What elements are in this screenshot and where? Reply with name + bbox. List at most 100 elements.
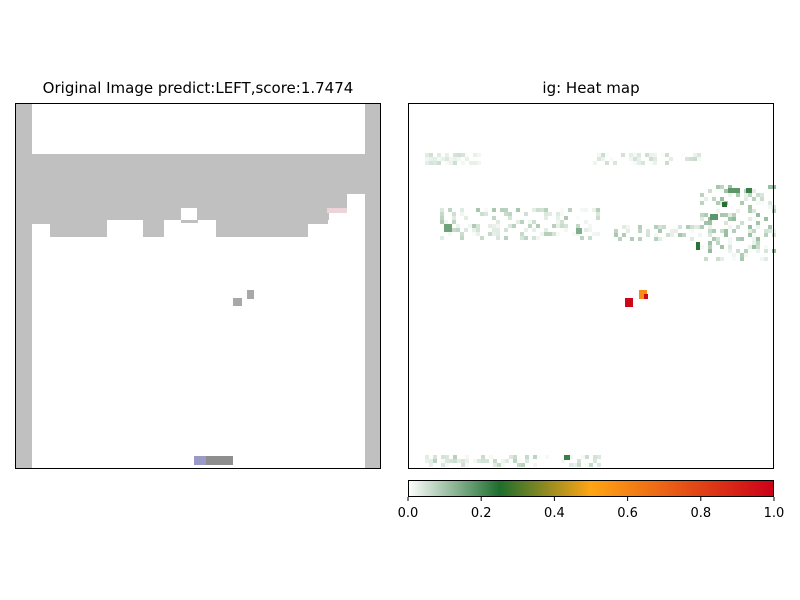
heat-cell — [524, 228, 528, 232]
heat-cell — [569, 455, 573, 459]
heat-cell — [492, 232, 496, 236]
heat-cell — [445, 463, 449, 467]
heat-cell — [445, 459, 449, 463]
heat-cell — [614, 229, 618, 233]
heat-cell — [645, 153, 649, 157]
heat-cell — [638, 229, 642, 233]
heat-cell — [449, 161, 453, 165]
heat-cell — [728, 237, 732, 241]
heat-cell — [505, 459, 509, 463]
heat-cell — [473, 153, 477, 157]
heat-cell — [448, 232, 452, 236]
heat-cell — [577, 463, 581, 467]
heat-cell — [452, 228, 456, 232]
heat-cell — [492, 228, 496, 232]
heat-cell — [674, 229, 678, 233]
heat-cell — [580, 236, 584, 240]
heat-cell — [744, 193, 748, 197]
heat-cell — [452, 216, 456, 220]
heat-cell — [476, 224, 480, 228]
heat-cell — [429, 153, 433, 157]
heat-cell — [748, 233, 752, 237]
heat-cell — [654, 233, 658, 237]
heat-cell — [756, 233, 760, 237]
heat-cell — [732, 229, 736, 233]
heat-cell — [457, 153, 461, 157]
heat-cell — [618, 237, 622, 241]
heat-cell — [768, 225, 772, 229]
heat-cell — [429, 157, 433, 161]
heat-cell — [461, 153, 465, 157]
heat-cell — [580, 208, 584, 212]
heat-cell — [556, 220, 560, 224]
left-wall — [16, 104, 32, 468]
heat-cell — [429, 463, 433, 467]
heat-cell — [504, 208, 508, 212]
heat-cell — [429, 459, 433, 463]
heat-cell — [704, 257, 708, 261]
heat-cell — [630, 237, 634, 241]
heat-cell — [768, 205, 772, 209]
heat-cell — [670, 233, 674, 237]
heat-cell — [760, 257, 764, 261]
heat-cell — [577, 459, 581, 463]
colorbar-tick-label-0: 0.0 — [398, 506, 419, 521]
heat-cell — [488, 224, 492, 228]
heat-cell — [665, 153, 669, 157]
heat-cell — [480, 212, 484, 216]
heat-cell — [444, 236, 448, 240]
heat-cell — [501, 463, 505, 467]
heat-cell — [764, 249, 768, 253]
heat-cell — [597, 157, 601, 161]
heat-cell — [690, 225, 694, 229]
heat-cell — [752, 209, 756, 213]
heat-cell — [460, 236, 464, 240]
heat-cell — [698, 233, 702, 237]
heat-cell — [512, 208, 516, 212]
heat-cell — [477, 459, 481, 463]
heat-cell — [457, 459, 461, 463]
heat-cell — [441, 459, 445, 463]
heat-cell — [748, 249, 752, 253]
heat-cell — [641, 161, 645, 165]
colorbar: 0.0 0.2 0.4 0.6 0.8 1.0 — [398, 480, 784, 521]
heat-cell — [544, 232, 548, 236]
heat-cell — [516, 208, 520, 212]
heat-cell — [653, 161, 657, 165]
heat-cell — [720, 213, 724, 217]
heat-cell — [716, 257, 720, 261]
heat-cell — [537, 455, 541, 459]
heat-cell — [716, 209, 720, 213]
heat-cell — [440, 220, 444, 224]
heat-cell — [704, 217, 708, 221]
heat-cell — [756, 221, 760, 225]
heat-cell — [678, 225, 682, 229]
heat-cell — [560, 208, 564, 212]
heat-cell — [712, 197, 716, 201]
heat-cell — [569, 463, 573, 467]
brick-rows — [32, 154, 365, 237]
heat-cell — [584, 228, 588, 232]
heat-cell — [521, 463, 525, 467]
heat-cell — [756, 245, 760, 249]
heat-cell — [492, 216, 496, 220]
heat-cell — [552, 224, 556, 228]
heat-cell — [508, 212, 512, 216]
heat-cell — [720, 245, 724, 249]
heat-cell — [425, 157, 429, 161]
heat-cell — [532, 216, 536, 220]
heat-cell — [614, 233, 618, 237]
heat-cell — [592, 232, 596, 236]
heat-cell — [448, 208, 452, 212]
heat-cell — [453, 153, 457, 157]
heat-cell — [481, 455, 485, 459]
heat-cell — [469, 161, 473, 165]
heat-cell — [626, 229, 630, 233]
heat-cell — [477, 153, 481, 157]
heat-cell — [732, 213, 736, 217]
heat-cell — [465, 153, 469, 157]
heat-cell — [545, 455, 549, 459]
heat-cell — [728, 193, 732, 197]
heat-cell — [504, 212, 508, 216]
heat-cell — [528, 220, 532, 224]
